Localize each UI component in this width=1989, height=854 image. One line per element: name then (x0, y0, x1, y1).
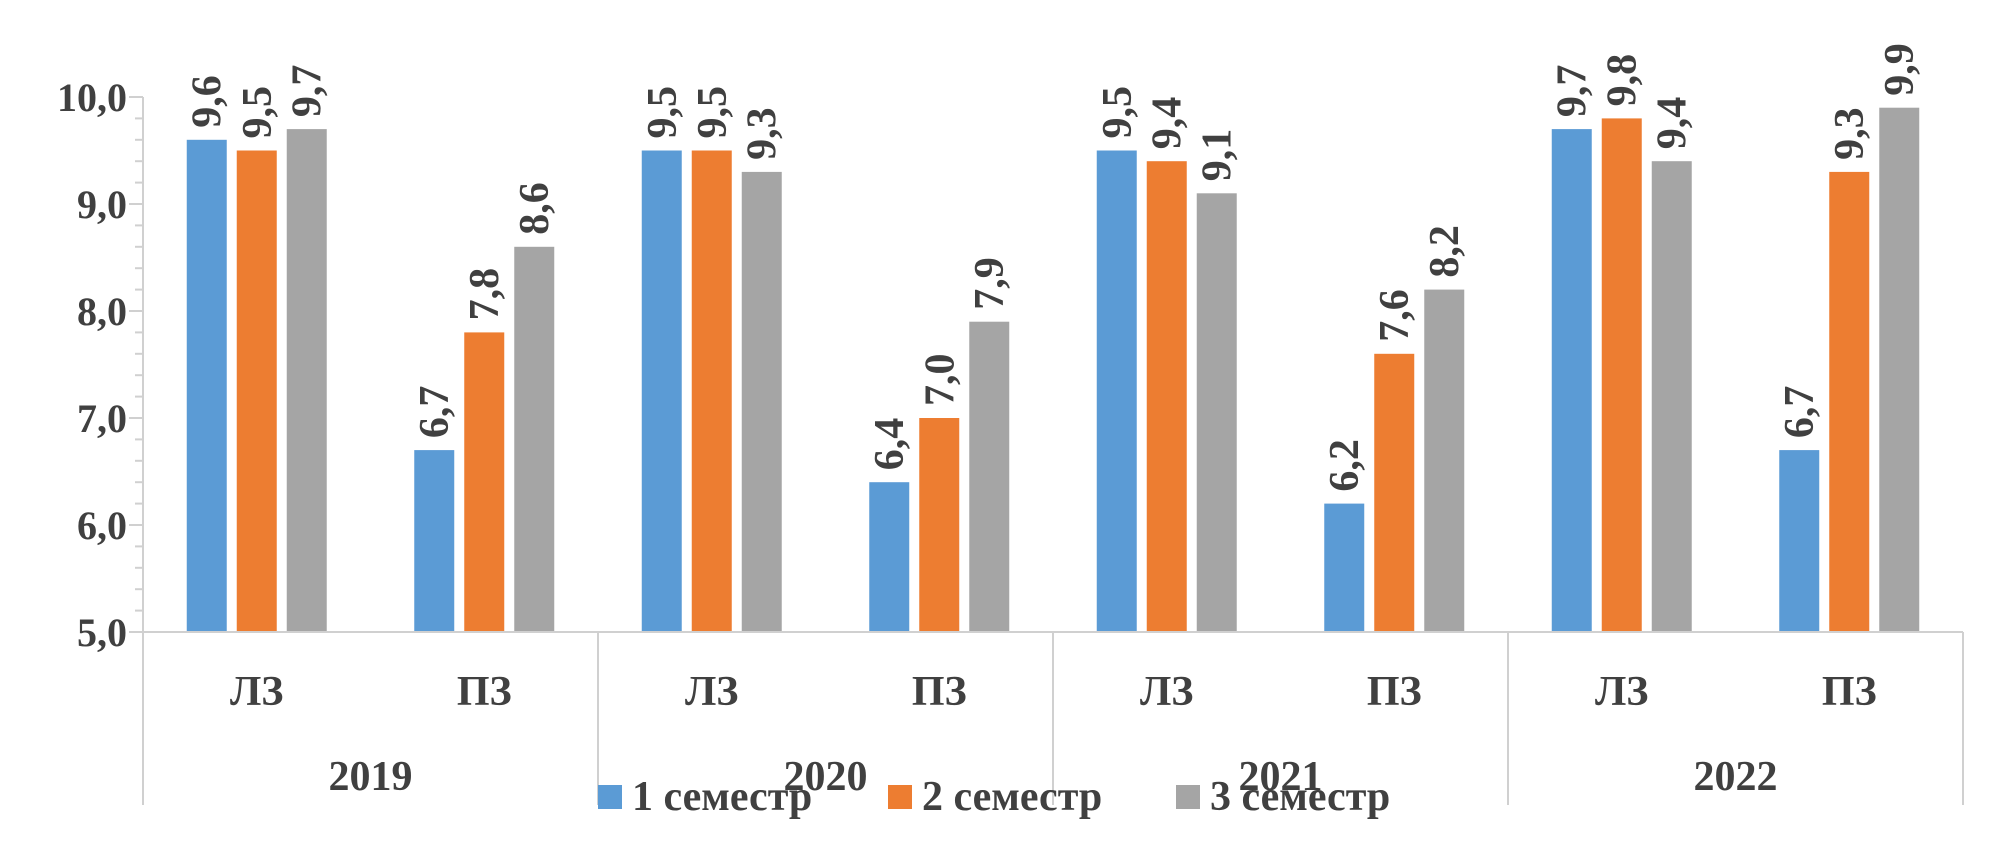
legend: 1 семестр 2 семестр 3 семестр (598, 774, 1390, 820)
y-tick-label: 6,0 (77, 503, 127, 548)
data-labels: 9,6 9,5 9,76,77,88,69,5 9,5 9,36,47,07,99,5 9… (185, 43, 1924, 491)
bar (969, 321, 1010, 632)
data-label: 8,6 (512, 182, 558, 235)
bar (1551, 129, 1592, 632)
data-label: 7,9 (967, 257, 1013, 310)
data-label: 9,9 (1877, 43, 1923, 96)
bar (1829, 171, 1870, 632)
bar (1601, 118, 1642, 632)
data-label: 6,7 (412, 386, 458, 439)
data-label: 9,7 (285, 65, 331, 118)
data-label: 9,3 (1827, 107, 1873, 160)
x-group-label: 2019 (329, 754, 413, 800)
x-axis: ЛЗ ПЗ ЛЗ ПЗ ЛЗ ПЗ ЛЗ ПЗ 2019 2020 2021 2022 (142, 631, 1964, 805)
legend-swatch (1176, 785, 1200, 809)
bars (186, 107, 1920, 633)
bar (1096, 150, 1137, 632)
x-category-label: ПЗ (1367, 669, 1422, 715)
bar (1146, 161, 1187, 632)
data-label: 7,8 (462, 268, 508, 321)
data-label: 6,2 (1322, 439, 1368, 492)
y-axis: 5,0 6,0 7,0 8,0 9,0 10,0 (57, 75, 144, 655)
legend-label: 1 семестр (632, 774, 812, 820)
y-tick-label: 8,0 (77, 289, 127, 334)
data-label: 9,1 (1195, 129, 1241, 182)
x-category-label: ПЗ (1822, 669, 1877, 715)
data-label: 9,8 (1600, 54, 1646, 107)
data-label: 9,6 (185, 75, 231, 128)
y-tick-label: 7,0 (77, 396, 127, 441)
x-category-label: ЛЗ (685, 669, 738, 715)
bar (1424, 289, 1465, 632)
y-tick-label: 9,0 (77, 182, 127, 227)
bar (691, 150, 732, 632)
bar (869, 482, 910, 632)
bar (414, 450, 455, 632)
legend-swatch (598, 785, 622, 809)
bar (1879, 107, 1920, 632)
legend-label: 2 семестр (922, 774, 1102, 820)
x-category-label: ЛЗ (1140, 669, 1193, 715)
bar (186, 139, 227, 633)
data-label: 9,5 (640, 86, 686, 139)
bar (1196, 193, 1237, 633)
bar (1374, 353, 1415, 632)
bar (286, 129, 327, 632)
x-category-label: ПЗ (912, 669, 967, 715)
data-label: 9,4 (1650, 97, 1696, 150)
data-label: 6,7 (1777, 386, 1823, 439)
bar (741, 171, 782, 632)
x-group-label: 2021 (1239, 754, 1323, 800)
bar (1324, 503, 1365, 632)
legend-swatch (888, 785, 912, 809)
y-tick-label: 5,0 (77, 610, 127, 655)
y-tick-label: 10,0 (57, 75, 127, 120)
bar (919, 418, 960, 632)
bar (514, 246, 555, 633)
x-group-label: 2022 (1694, 754, 1778, 800)
data-label: 9,5 (690, 86, 736, 139)
data-label: 6,4 (867, 418, 913, 471)
bar (236, 150, 277, 632)
data-label: 9,5 (1095, 86, 1141, 139)
data-label: 9,5 (235, 86, 281, 139)
bar (641, 150, 682, 632)
x-category-label: ЛЗ (230, 669, 283, 715)
x-group-label: 2020 (784, 754, 868, 800)
bar (1779, 450, 1820, 632)
x-category-label: ЛЗ (1595, 669, 1648, 715)
x-category-label: ПЗ (457, 669, 512, 715)
data-label: 9,4 (1145, 97, 1191, 150)
data-label: 8,2 (1422, 225, 1468, 278)
data-label: 9,3 (740, 107, 786, 160)
data-label: 7,6 (1372, 289, 1418, 342)
legend-label: 3 семестр (1210, 774, 1390, 820)
data-label: 7,0 (917, 354, 963, 407)
bar (1651, 161, 1692, 632)
data-label: 9,7 (1550, 65, 1596, 118)
bar (464, 332, 505, 632)
